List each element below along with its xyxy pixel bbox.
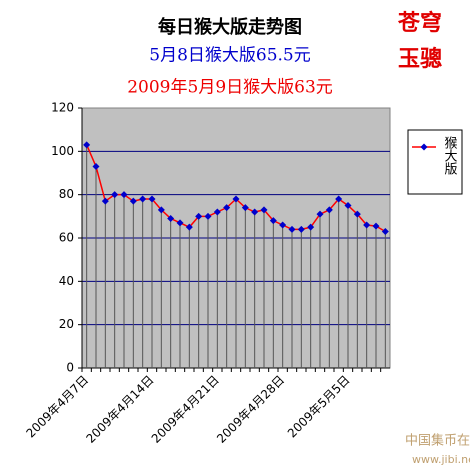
- logo: 玉骢: [398, 46, 442, 72]
- x-tick-label: 2009年4月14日: [83, 373, 156, 446]
- y-tick-label: 100: [51, 144, 74, 158]
- marker: [195, 212, 203, 220]
- marker: [288, 225, 296, 233]
- y-tick-label: 80: [59, 187, 74, 201]
- marker: [157, 206, 165, 214]
- marker: [213, 208, 221, 216]
- marker: [139, 195, 147, 203]
- legend-label: 猴大版: [442, 136, 458, 176]
- marker: [297, 225, 305, 233]
- marker: [241, 204, 249, 212]
- marker: [185, 223, 193, 231]
- x-tick-label: 2009年4月28日: [214, 373, 287, 446]
- marker: [353, 210, 361, 218]
- marker: [129, 197, 137, 205]
- y-tick-label: 20: [59, 317, 74, 331]
- marker: [83, 141, 91, 149]
- y-tick-label: 40: [59, 274, 74, 288]
- marker: [325, 206, 333, 214]
- logo: 苍穹: [397, 10, 442, 36]
- legend-box: [407, 129, 463, 195]
- marker: [344, 202, 352, 209]
- y-tick-label: 120: [51, 101, 74, 115]
- watermark-url: www.jibi.net: [412, 453, 470, 466]
- marker: [279, 221, 287, 229]
- marker: [111, 191, 119, 199]
- chart-title: 每日猴大版走势图: [158, 16, 302, 38]
- marker: [92, 163, 100, 170]
- marker: [120, 191, 128, 199]
- marker: [363, 221, 371, 229]
- marker: [148, 195, 156, 203]
- marker: [251, 208, 259, 216]
- x-tick-label: 2009年4月7日: [24, 373, 92, 441]
- subtitle: 5月8日猴大版65.5元: [149, 46, 310, 66]
- marker: [372, 222, 380, 230]
- marker: [176, 219, 184, 227]
- marker: [307, 223, 315, 231]
- legend-marker: [420, 143, 428, 151]
- marker: [167, 215, 175, 222]
- marker: [232, 195, 240, 203]
- marker: [269, 217, 277, 225]
- y-tick-label: 0: [66, 361, 74, 375]
- watermark: 中国集币在线: [405, 433, 470, 449]
- subtitle-2: 2009年5月9日猴大版63元: [127, 78, 333, 98]
- marker: [260, 206, 268, 214]
- marker: [223, 204, 231, 212]
- x-tick-label: 2009年4月21日: [149, 373, 222, 446]
- marker: [101, 197, 109, 205]
- x-tick-label: 2009年5月5日: [285, 373, 353, 441]
- marker: [316, 210, 324, 218]
- marker: [204, 212, 212, 220]
- y-tick-label: 60: [59, 231, 74, 245]
- marker: [381, 228, 389, 235]
- marker: [335, 195, 343, 203]
